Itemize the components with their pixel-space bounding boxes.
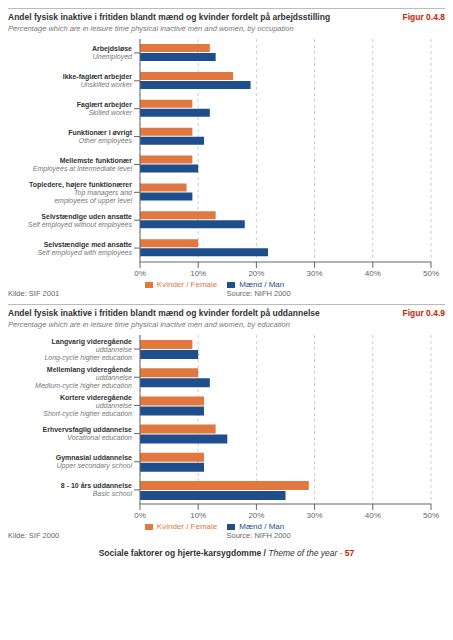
html-text:Kilde: SIF 2001: Kilde: SIF 2001 <box>8 289 60 298</box>
svg-text:40%: 40% <box>365 269 381 278</box>
svg-text:30%: 30% <box>307 269 323 278</box>
html-text:Kvinder / Female: Kvinder / Female <box>156 522 218 531</box>
html-text:Kvinder / Female: Kvinder / Female <box>156 280 218 289</box>
html-text:Percentage which are in leisur: Percentage which are in leisure time phy… <box>8 320 290 329</box>
html-text:Figur 0.4.9: Figur 0.4.9 <box>402 308 445 318</box>
html-text:Source: NIFH 2000: Source: NIFH 2000 <box>226 531 291 540</box>
svg-text:Kortere videregåendeuddannelse: Kortere videregåendeuddannelseShort-cycl… <box>43 394 132 418</box>
svg-text:20%: 20% <box>248 511 264 520</box>
svg-text:Topledere, højere funktionærer: Topledere, højere funktionærerTop manage… <box>29 181 133 205</box>
svg-text:40%: 40% <box>365 511 381 520</box>
svg-text:Ikke-faglært arbejderUnskilled: Ikke-faglært arbejderUnskilled worker <box>63 73 133 88</box>
svg-text:Funktionær i øvrigtOther emplo: Funktionær i øvrigtOther employees <box>68 129 132 145</box>
svg-text:10%: 10% <box>190 269 206 278</box>
svg-text:50%: 50% <box>423 269 439 278</box>
svg-text:ArbejdsløseUnemployed: ArbejdsløseUnemployed <box>92 45 133 61</box>
svg-text:Mellemste funktionærEmployees: Mellemste funktionærEmployees at interme… <box>33 157 133 173</box>
svg-text:0%: 0% <box>134 511 146 520</box>
svg-text:Erhvervsfaglig uddannelseVocat: Erhvervsfaglig uddannelseVocational educ… <box>43 426 133 441</box>
html-text:Percentage which are in leisur: Percentage which are in leisure time phy… <box>8 24 294 33</box>
html-text:Figur 0.4.8: Figur 0.4.8 <box>402 12 445 22</box>
svg-text:Faglært arbejderSkilled worker: Faglært arbejderSkilled worker <box>77 101 133 116</box>
svg-text:0%: 0% <box>134 269 146 278</box>
svg-text:Gymnasial uddannelseUpper seco: Gymnasial uddannelseUpper secondary scho… <box>56 454 133 470</box>
html-text:Source: NIFH 2000: Source: NIFH 2000 <box>226 289 291 298</box>
html-text:Kilde: SIF 2000: Kilde: SIF 2000 <box>8 531 60 540</box>
svg-text:8 - 10 års uddannelseBasic sch: 8 - 10 års uddannelseBasic school <box>61 482 133 497</box>
html-text:Sociale faktorer og hjerte-kar: Sociale faktorer og hjerte-karsygdomme /… <box>98 548 355 558</box>
svg-text:Selvstændige med ansatteSelf e: Selvstændige med ansatteSelf employed wi… <box>37 241 132 257</box>
svg-text:20%: 20% <box>248 269 264 278</box>
svg-text:50%: 50% <box>423 511 439 520</box>
html-text:Mænd / Man: Mænd / Man <box>239 522 285 531</box>
svg-text:Mellemlang videregåendeuddanne: Mellemlang videregåendeuddannelseMedium-… <box>35 366 132 390</box>
svg-text:30%: 30% <box>307 511 323 520</box>
html-text:Mænd / Man: Mænd / Man <box>239 280 285 289</box>
svg-text:Selvstændige uden ansatteSelf: Selvstændige uden ansatteSelf employed w… <box>28 213 133 229</box>
svg-text:10%: 10% <box>190 511 206 520</box>
html-text:Andel fysisk inaktive i fritid: Andel fysisk inaktive i fritiden blandt … <box>8 12 331 22</box>
svg-text:Langvarig videregåendeuddannel: Langvarig videregåendeuddannelseLong-cyc… <box>44 338 132 362</box>
html-text:Andel fysisk inaktive i fritid: Andel fysisk inaktive i fritiden blandt … <box>8 308 320 318</box>
